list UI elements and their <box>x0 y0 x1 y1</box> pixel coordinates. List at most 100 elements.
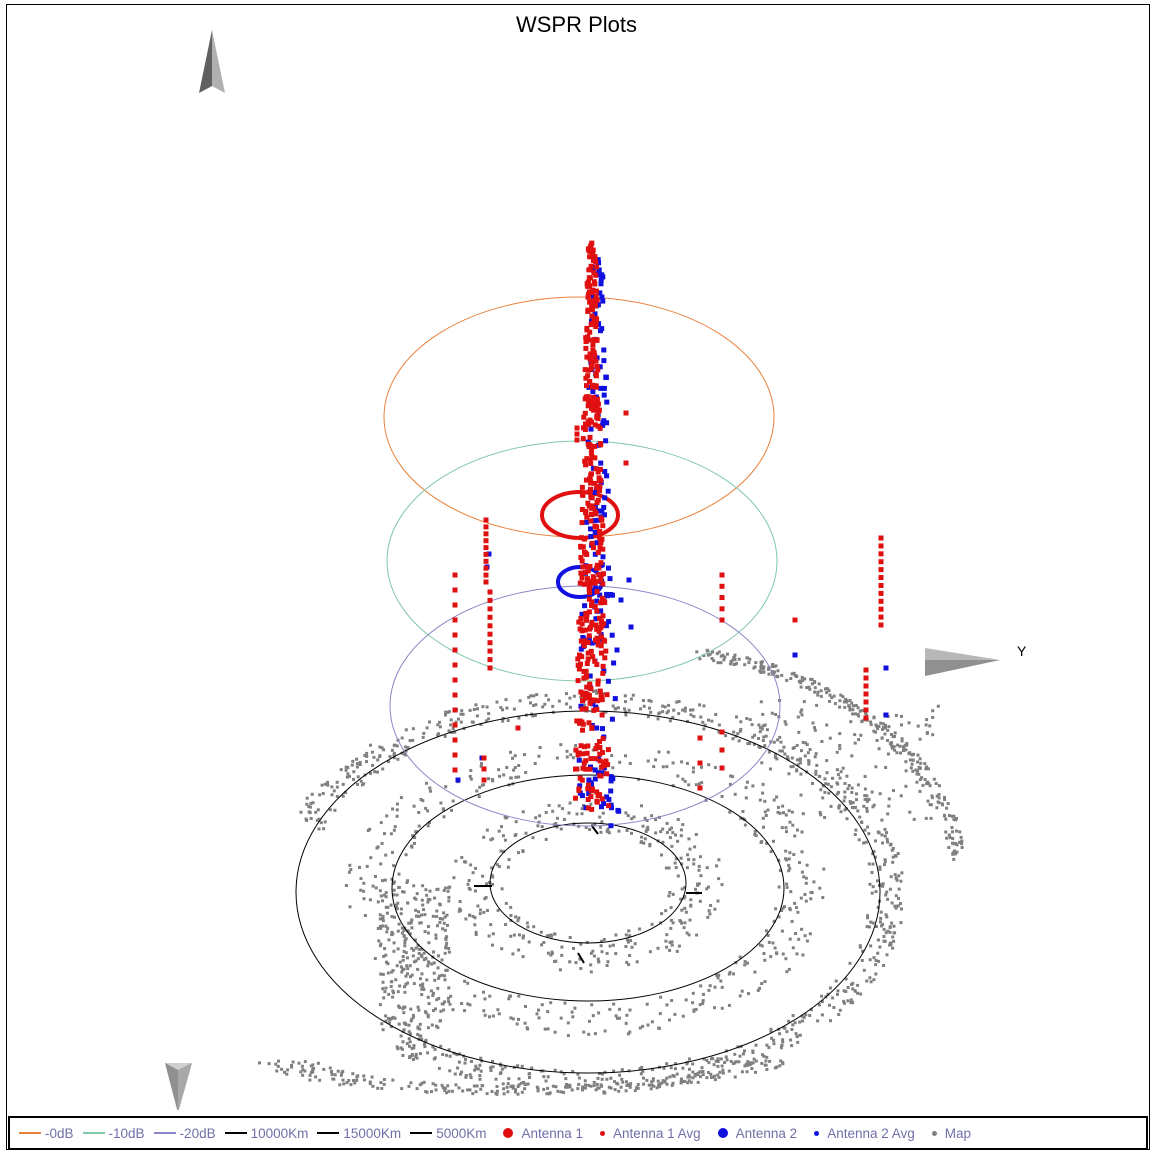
map-point <box>444 785 448 789</box>
antenna-1-point <box>719 747 725 753</box>
legend-item[interactable]: Map <box>924 1126 971 1141</box>
map-point <box>666 750 670 754</box>
map-point <box>442 889 446 892</box>
antenna-1-point <box>600 613 606 619</box>
map-point <box>894 713 898 717</box>
antenna-1-point <box>594 589 600 595</box>
antenna-2-point <box>599 804 604 810</box>
map-point <box>330 1070 333 1073</box>
y-axis-cone[interactable] <box>925 648 1000 676</box>
map-point <box>850 786 854 790</box>
map-point <box>886 840 889 844</box>
map-point <box>695 933 699 937</box>
map-point <box>764 929 768 933</box>
antenna-1-point <box>587 337 592 343</box>
map-point <box>322 1067 326 1071</box>
legend-item[interactable]: 5000Km <box>410 1126 486 1141</box>
legend-item[interactable]: Antenna 1 <box>495 1126 583 1141</box>
map-point <box>705 1058 709 1062</box>
map-point <box>893 731 897 735</box>
antenna-1-point <box>588 756 594 762</box>
z-axis-cone-top[interactable] <box>199 30 225 93</box>
map-point <box>355 1078 359 1082</box>
z-axis-cone-bottom[interactable] <box>165 1063 192 1110</box>
antenna-2-point <box>578 646 584 652</box>
antenna-2-point <box>883 665 889 671</box>
antenna-2-point <box>592 518 598 524</box>
map-point <box>530 1066 534 1070</box>
map-point <box>581 1088 584 1092</box>
chart-title: WSPR Plots <box>515 12 638 37</box>
map-point <box>517 1017 520 1021</box>
legend-item[interactable]: -20dB <box>153 1126 216 1141</box>
antenna-2-point <box>603 438 609 444</box>
map-point <box>767 750 771 754</box>
legend-item[interactable]: -0dB <box>19 1126 74 1141</box>
map-point <box>652 765 656 769</box>
antenna-1-point <box>578 543 584 549</box>
map-point <box>753 829 757 833</box>
map-point <box>579 695 583 699</box>
antenna-2-point <box>599 508 605 514</box>
map-point <box>491 875 495 879</box>
antenna-2-point <box>576 757 582 763</box>
map-point <box>410 1053 414 1056</box>
map-point <box>556 816 559 820</box>
map-point <box>861 949 865 953</box>
legend-item[interactable]: 10000Km <box>224 1126 308 1141</box>
map-point <box>494 1091 498 1095</box>
map-point <box>932 777 936 781</box>
map-point <box>724 1055 728 1059</box>
map-point <box>668 719 672 723</box>
map-point <box>399 1034 403 1038</box>
legend-item[interactable]: Antenna 1 Avg <box>592 1126 701 1141</box>
map-point <box>428 821 431 825</box>
map-point <box>443 1087 447 1090</box>
map-point <box>360 783 364 787</box>
map-point <box>763 980 767 984</box>
antenna-2-point <box>588 426 594 432</box>
map-point <box>746 1060 750 1064</box>
map-point <box>517 851 520 855</box>
map-point <box>498 1062 502 1066</box>
map-point <box>951 851 955 855</box>
map-point <box>836 773 840 777</box>
map-point <box>738 955 742 959</box>
map-point <box>612 1069 616 1073</box>
antenna-1-point <box>719 595 725 600</box>
map-point <box>741 810 745 813</box>
antenna-1-point <box>597 529 603 534</box>
map-point <box>457 717 460 721</box>
map-point <box>489 838 493 842</box>
legend-item[interactable]: Antenna 2 Avg <box>806 1126 915 1141</box>
map-point <box>680 921 684 925</box>
map-point <box>691 1076 695 1080</box>
map-point <box>495 700 499 704</box>
map-point <box>733 653 737 657</box>
legend-item[interactable]: Antenna 2 <box>710 1126 797 1141</box>
map-point <box>451 799 455 803</box>
map-point <box>766 933 770 937</box>
map-point <box>838 744 842 747</box>
map-point <box>571 1015 575 1019</box>
legend-item[interactable]: 15000Km <box>317 1126 401 1141</box>
map-point <box>404 745 408 749</box>
legend-item[interactable]: -10dB <box>82 1126 145 1141</box>
map-point <box>651 1077 655 1081</box>
map-point <box>495 1085 499 1088</box>
map-point <box>487 934 491 938</box>
map-point <box>748 657 752 661</box>
map-point <box>872 803 876 807</box>
map-point <box>516 1085 520 1088</box>
map-point <box>591 689 595 693</box>
map-point <box>467 879 471 882</box>
map-point <box>411 727 415 731</box>
antenna-1-point <box>585 334 591 340</box>
map-point <box>829 804 833 808</box>
map-point <box>951 841 954 845</box>
map-point <box>866 825 870 829</box>
map-point <box>850 806 854 809</box>
map-point <box>900 907 903 911</box>
plot-area[interactable]: Y <box>0 0 1153 1110</box>
map-point <box>758 798 762 802</box>
